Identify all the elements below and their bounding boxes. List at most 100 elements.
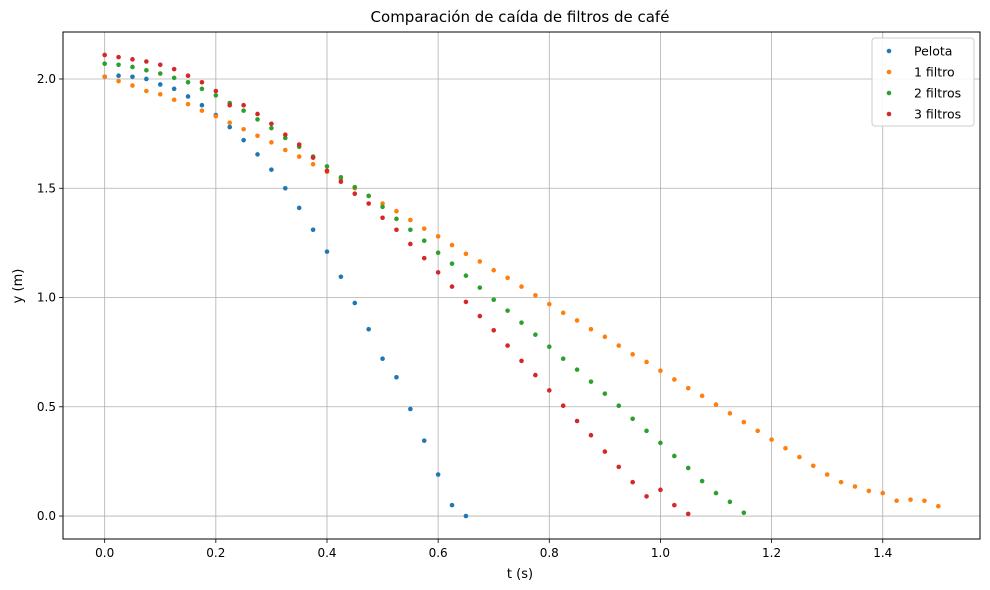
data-point bbox=[449, 284, 455, 289]
data-point bbox=[283, 132, 288, 138]
legend-label: 3 filtros bbox=[914, 107, 961, 122]
data-point bbox=[533, 372, 538, 378]
y-tick-label: 2.0 bbox=[37, 72, 56, 86]
data-point bbox=[366, 326, 371, 332]
data-point bbox=[435, 234, 441, 239]
data-point bbox=[783, 446, 788, 451]
chart-title: Comparación de caída de filtros de café bbox=[371, 8, 670, 26]
data-point bbox=[463, 299, 469, 305]
data-point bbox=[255, 117, 260, 122]
data-point bbox=[519, 320, 524, 325]
data-point bbox=[519, 358, 524, 364]
data-point bbox=[616, 403, 622, 408]
data-point bbox=[546, 388, 552, 393]
data-point bbox=[241, 137, 246, 143]
data-point bbox=[672, 502, 677, 508]
data-point bbox=[588, 326, 594, 332]
data-point bbox=[449, 242, 455, 248]
data-point bbox=[810, 463, 816, 469]
data-point bbox=[533, 332, 538, 337]
x-axis-ticks: 0.0 0.2 0.4 0.6 0.8 1.0 1.2 1.4 bbox=[95, 539, 892, 560]
x-tick-label: 1.2 bbox=[762, 546, 781, 560]
data-point bbox=[380, 204, 385, 210]
data-point bbox=[157, 82, 163, 87]
data-point bbox=[213, 93, 219, 98]
data-points bbox=[102, 52, 941, 519]
data-point bbox=[602, 334, 608, 340]
data-point bbox=[227, 120, 233, 125]
x-tick-label: 0.4 bbox=[317, 546, 336, 560]
data-point bbox=[741, 419, 747, 425]
y-tick-label: 1.0 bbox=[37, 291, 56, 305]
data-point bbox=[616, 464, 622, 470]
data-point bbox=[213, 113, 219, 119]
data-point bbox=[157, 71, 163, 76]
data-point bbox=[171, 75, 177, 81]
data-point bbox=[269, 140, 274, 145]
data-point bbox=[185, 79, 191, 85]
data-point bbox=[408, 227, 413, 233]
data-point bbox=[213, 88, 219, 94]
data-point bbox=[936, 503, 941, 509]
legend: Pelota 1 filtro 2 filtros 3 filtros bbox=[871, 37, 975, 127]
data-point bbox=[588, 432, 594, 438]
data-point bbox=[463, 513, 469, 519]
data-point bbox=[644, 494, 649, 499]
data-point bbox=[324, 168, 330, 174]
x-tick-label: 1.0 bbox=[651, 546, 670, 560]
data-point bbox=[380, 215, 385, 221]
data-point bbox=[269, 121, 274, 127]
data-point bbox=[658, 440, 663, 446]
x-tick-label: 0.0 bbox=[95, 546, 114, 560]
data-point bbox=[241, 126, 246, 132]
data-point bbox=[672, 453, 677, 459]
data-point bbox=[171, 97, 177, 103]
data-point bbox=[310, 227, 316, 233]
data-point bbox=[352, 191, 358, 197]
y-tick-label: 0.5 bbox=[37, 400, 56, 414]
data-point bbox=[519, 284, 524, 289]
legend-label: 1 filtro bbox=[914, 65, 955, 80]
data-point bbox=[491, 327, 497, 333]
data-point bbox=[157, 91, 163, 97]
data-point bbox=[227, 102, 233, 108]
series-2 bbox=[102, 74, 941, 509]
data-point bbox=[505, 343, 510, 348]
data-point bbox=[296, 205, 302, 211]
data-point bbox=[894, 498, 899, 504]
data-point bbox=[185, 101, 191, 107]
data-point bbox=[616, 343, 622, 348]
data-point bbox=[102, 52, 107, 58]
data-point bbox=[699, 478, 705, 484]
data-point bbox=[255, 133, 260, 139]
data-point bbox=[269, 167, 274, 172]
data-point bbox=[463, 273, 469, 278]
data-point bbox=[658, 368, 663, 374]
data-point bbox=[741, 510, 747, 516]
data-point bbox=[310, 155, 316, 160]
data-point bbox=[338, 175, 344, 180]
data-point bbox=[130, 74, 135, 80]
data-point bbox=[324, 249, 330, 254]
legend-label: Pelota bbox=[914, 44, 952, 59]
x-axis-label: t (s) bbox=[507, 567, 533, 582]
data-point bbox=[380, 201, 385, 206]
data-point bbox=[408, 406, 413, 412]
x-tick-label: 0.6 bbox=[429, 546, 448, 560]
data-point bbox=[116, 62, 121, 68]
data-point bbox=[797, 454, 802, 460]
data-point bbox=[296, 142, 302, 147]
data-point bbox=[394, 216, 399, 222]
data-point bbox=[199, 86, 205, 92]
data-point bbox=[269, 125, 274, 131]
data-point bbox=[505, 308, 510, 313]
data-point bbox=[685, 465, 691, 471]
data-point bbox=[338, 274, 344, 280]
data-point bbox=[394, 374, 399, 380]
data-point bbox=[477, 259, 483, 264]
data-point bbox=[630, 479, 635, 485]
data-point bbox=[241, 108, 246, 113]
data-point bbox=[630, 352, 635, 357]
data-point bbox=[394, 208, 399, 214]
